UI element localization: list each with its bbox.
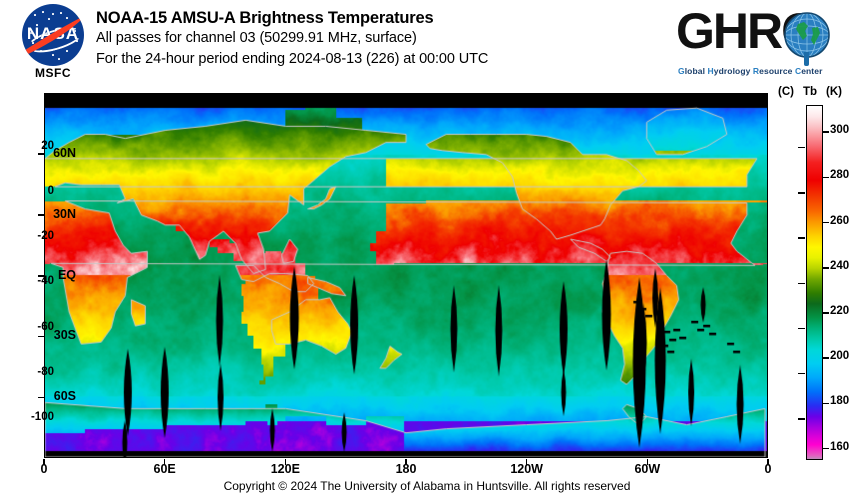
lon-tick xyxy=(405,459,407,465)
colorbar-label-kelvin: 200 xyxy=(830,350,850,363)
lon-label: 0 xyxy=(764,462,772,476)
ghrc-logo: GHRC Global Hydrology Resource Center xyxy=(676,4,842,82)
colorbar-label-kelvin: 240 xyxy=(830,259,850,272)
colorbar-label-kelvin: 180 xyxy=(830,395,850,408)
lon-label: 180 xyxy=(395,462,417,476)
page-subtitle-channel: All passes for channel 03 (50299.91 MHz,… xyxy=(96,30,417,46)
colorbar-label-celsius: -20 xyxy=(37,230,54,243)
title-block: NOAA-15 AMSU-A Brightness Temperatures A… xyxy=(96,8,488,70)
colorbar-label-kelvin: 280 xyxy=(830,169,850,182)
lon-tick xyxy=(284,459,287,465)
colorbar-tick-kelvin xyxy=(822,357,829,359)
globe-stand-icon xyxy=(804,52,809,66)
colorbar-tick-kelvin xyxy=(822,131,829,133)
lat-label: 30N xyxy=(53,206,76,221)
colorbar-tick-celsius xyxy=(798,192,805,194)
colorbar-tick-kelvin xyxy=(822,312,829,314)
map-raster xyxy=(45,94,767,457)
page-header: NASA MSFC NOAA-15 AMSU-A Brightness Temp… xyxy=(0,0,854,92)
nasa-logo-starfield xyxy=(22,4,84,66)
colorbar-tick-kelvin xyxy=(822,176,829,179)
colorbar-label-kelvin: 220 xyxy=(830,305,850,318)
lat-tick xyxy=(38,396,44,399)
colorbar-tick-celsius xyxy=(798,282,805,285)
colorbar-tick-celsius xyxy=(798,372,805,375)
copyright-notice: Copyright © 2024 The University of Alaba… xyxy=(223,479,631,493)
colorbar-label-kelvin: 160 xyxy=(830,440,850,453)
brightness-temperature-map[interactable] xyxy=(44,93,768,458)
colorbar-label-celsius: -100 xyxy=(30,410,54,423)
page-title: NOAA-15 AMSU-A Brightness Temperatures xyxy=(96,9,434,27)
colorbar-label-kelvin: 300 xyxy=(830,124,850,137)
lon-label: 60E xyxy=(153,462,176,476)
colorbar-tick-celsius xyxy=(798,237,805,239)
colorbar-label-celsius: -80 xyxy=(37,365,54,378)
ghrc-subtitle: Global Hydrology Resource Center xyxy=(678,66,823,76)
lat-tick xyxy=(38,275,44,277)
colorbar-tick-kelvin xyxy=(822,447,829,450)
colorbar-header-kelvin: (K) xyxy=(826,86,842,98)
lon-tick xyxy=(767,459,769,465)
lon-label: 60W xyxy=(634,462,661,476)
lat-tick xyxy=(38,214,44,216)
lat-label: 30S xyxy=(53,328,76,343)
colorbar-label-celsius: -60 xyxy=(37,320,54,333)
lon-tick xyxy=(525,459,528,465)
lat-tick xyxy=(38,335,44,338)
nasa-logo: NASA xyxy=(22,4,84,66)
nasa-center-label: MSFC xyxy=(35,66,71,80)
colorbar-tick-kelvin xyxy=(822,267,829,269)
colorbar-tick-celsius xyxy=(798,327,805,330)
lon-tick xyxy=(163,459,166,465)
lat-tick xyxy=(38,153,44,155)
lat-label: 60S xyxy=(53,389,76,404)
lon-tick xyxy=(43,459,45,465)
lat-label: 60N xyxy=(53,145,76,160)
lon-tick xyxy=(646,459,649,465)
colorbar-tick-kelvin xyxy=(822,402,829,405)
nasa-logo-swoosh xyxy=(22,16,84,55)
lon-label: 0 xyxy=(40,462,48,476)
lon-label: 120W xyxy=(510,462,543,476)
lat-label: EQ xyxy=(57,267,76,282)
colorbar-tick-celsius xyxy=(798,146,805,149)
page-subtitle-period: For the 24-hour period ending 2024-08-13… xyxy=(96,51,489,67)
colorbar-label-kelvin: 260 xyxy=(830,214,850,227)
colorbar-tick-kelvin xyxy=(822,221,829,224)
colorbar-header-variable: Tb xyxy=(803,86,818,98)
colorbar-tick-celsius xyxy=(798,418,805,420)
colorbar-label-celsius: -40 xyxy=(37,275,54,288)
colorbar-gradient[interactable] xyxy=(806,105,823,460)
lon-label: 120E xyxy=(270,462,300,476)
colorbar-label-celsius: 20 xyxy=(41,139,54,152)
colorbar-label-celsius: 0 xyxy=(47,184,54,197)
colorbar-header-celsius: (C) xyxy=(778,86,794,98)
